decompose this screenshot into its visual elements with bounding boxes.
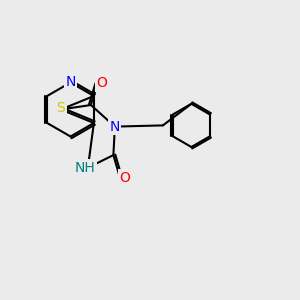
Text: S: S xyxy=(56,101,65,115)
Text: O: O xyxy=(119,171,130,184)
Text: O: O xyxy=(97,76,107,90)
Text: N: N xyxy=(65,76,76,89)
Text: NH: NH xyxy=(74,161,95,175)
Text: N: N xyxy=(110,120,120,134)
